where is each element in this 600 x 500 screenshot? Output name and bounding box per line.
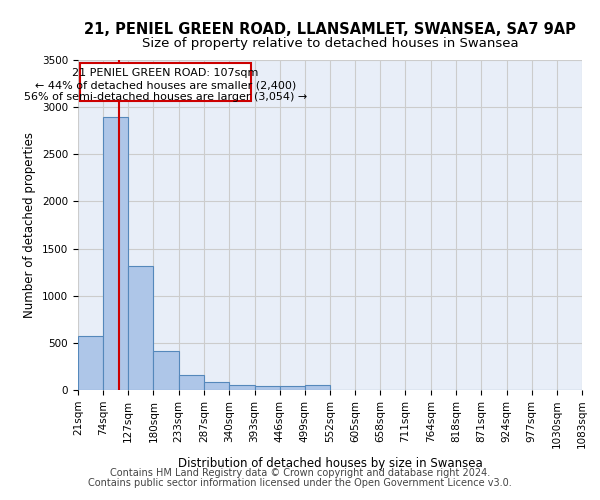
Bar (179, 376, 204, 390)
Text: Contains public sector information licensed under the Open Government Licence v3: Contains public sector information licen… (88, 478, 512, 488)
Bar (305, 385, 330, 390)
Bar (229, 385, 254, 390)
Bar (78, 336, 103, 390)
Text: 56% of semi-detached houses are larger (3,054) →: 56% of semi-detached houses are larger (… (24, 92, 307, 102)
Text: Contains HM Land Registry data © Crown copyright and database right 2024.: Contains HM Land Registry data © Crown c… (110, 468, 490, 477)
X-axis label: Distribution of detached houses by size in Swansea: Distribution of detached houses by size … (178, 456, 482, 469)
Text: 21 PENIEL GREEN ROAD: 107sqm: 21 PENIEL GREEN ROAD: 107sqm (73, 68, 259, 78)
Bar (204, 382, 229, 390)
Text: 21, PENIEL GREEN ROAD, LLANSAMLET, SWANSEA, SA7 9AP: 21, PENIEL GREEN ROAD, LLANSAMLET, SWANS… (84, 22, 576, 38)
Bar (154, 352, 179, 390)
Bar (280, 386, 305, 390)
Bar (128, 266, 154, 390)
Text: ← 44% of detached houses are smaller (2,400): ← 44% of detached houses are smaller (2,… (35, 80, 296, 90)
FancyBboxPatch shape (80, 63, 251, 102)
Text: Size of property relative to detached houses in Swansea: Size of property relative to detached ho… (142, 38, 518, 51)
Bar (254, 386, 280, 390)
Y-axis label: Number of detached properties: Number of detached properties (23, 132, 37, 318)
Bar (103, 116, 128, 390)
